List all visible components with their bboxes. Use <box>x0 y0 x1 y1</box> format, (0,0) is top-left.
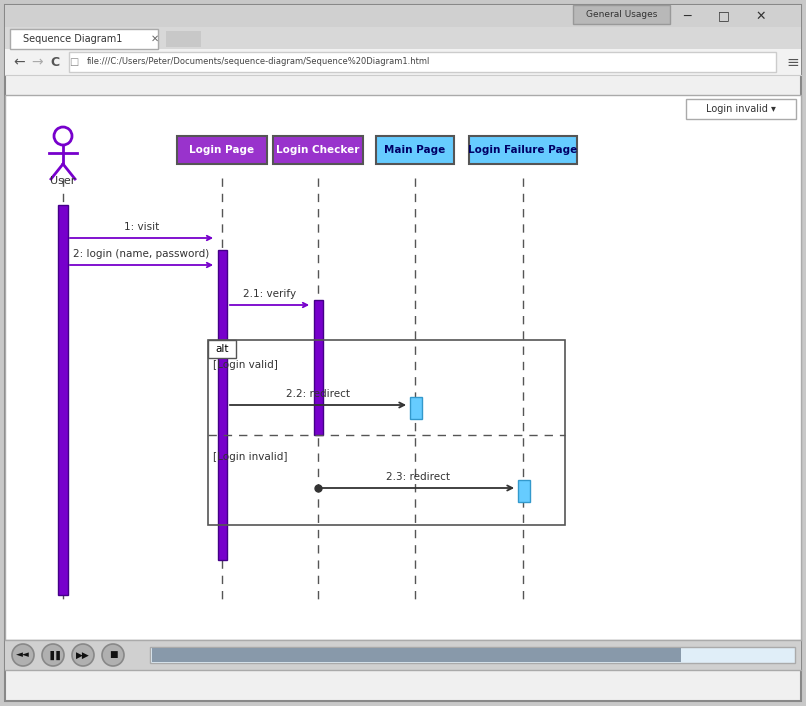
Circle shape <box>102 644 124 666</box>
Bar <box>10 29 158 49</box>
Bar <box>5 49 801 75</box>
Bar <box>69 52 776 72</box>
Circle shape <box>42 644 64 666</box>
Bar <box>573 5 670 24</box>
Bar <box>469 136 577 164</box>
Bar <box>208 340 565 525</box>
Bar <box>208 340 236 358</box>
Text: ▐▐: ▐▐ <box>46 650 60 659</box>
Bar <box>177 136 267 164</box>
Text: Login invalid ▾: Login invalid ▾ <box>706 104 776 114</box>
Text: Login Page: Login Page <box>189 145 255 155</box>
Bar <box>747 7 775 25</box>
Bar <box>58 205 68 595</box>
Text: 2.3: redirect: 2.3: redirect <box>385 472 450 482</box>
Circle shape <box>72 644 94 666</box>
Bar <box>5 640 801 670</box>
Text: C: C <box>51 56 60 68</box>
Text: alt: alt <box>215 344 229 354</box>
Text: □: □ <box>69 57 79 67</box>
Text: 2: login (name, password): 2: login (name, password) <box>73 249 210 259</box>
Bar <box>5 95 801 640</box>
Bar <box>673 7 701 25</box>
Bar <box>5 5 801 27</box>
Text: file:///C:/Users/Peter/Documents/sequence-diagram/Sequence%20Diagram1.html: file:///C:/Users/Peter/Documents/sequenc… <box>87 57 430 66</box>
Text: [Login valid]: [Login valid] <box>213 360 278 370</box>
Text: ■: ■ <box>109 650 117 659</box>
Text: 2.2: redirect: 2.2: redirect <box>286 389 350 399</box>
Bar <box>5 27 801 49</box>
Text: [Login invalid]: [Login invalid] <box>213 452 288 462</box>
Bar <box>410 397 422 419</box>
Text: Login Failure Page: Login Failure Page <box>468 145 578 155</box>
Text: ─: ─ <box>683 9 691 23</box>
Text: User: User <box>50 176 76 186</box>
Bar <box>376 136 454 164</box>
Bar <box>686 99 796 119</box>
Bar <box>150 647 795 663</box>
Text: 1: visit: 1: visit <box>124 222 159 232</box>
Text: Main Page: Main Page <box>384 145 446 155</box>
Bar <box>166 31 201 47</box>
Text: ▶▶: ▶▶ <box>76 650 90 659</box>
Bar <box>314 300 322 435</box>
Text: 2.1: verify: 2.1: verify <box>243 289 296 299</box>
Text: ✕: ✕ <box>151 34 159 44</box>
Text: General Usages: General Usages <box>586 10 657 19</box>
Text: □: □ <box>718 9 730 23</box>
Text: ✕: ✕ <box>756 9 767 23</box>
Text: ◄◄: ◄◄ <box>16 650 30 659</box>
Bar <box>518 480 530 502</box>
Circle shape <box>12 644 34 666</box>
Bar <box>273 136 363 164</box>
Text: Sequence Diagram1: Sequence Diagram1 <box>23 34 123 44</box>
Text: →: → <box>31 55 43 69</box>
Text: ≡: ≡ <box>787 54 800 69</box>
Bar <box>152 648 681 662</box>
Text: ←: ← <box>13 55 25 69</box>
Text: Login Checker: Login Checker <box>276 145 359 155</box>
Bar <box>710 7 738 25</box>
Bar <box>218 250 226 560</box>
